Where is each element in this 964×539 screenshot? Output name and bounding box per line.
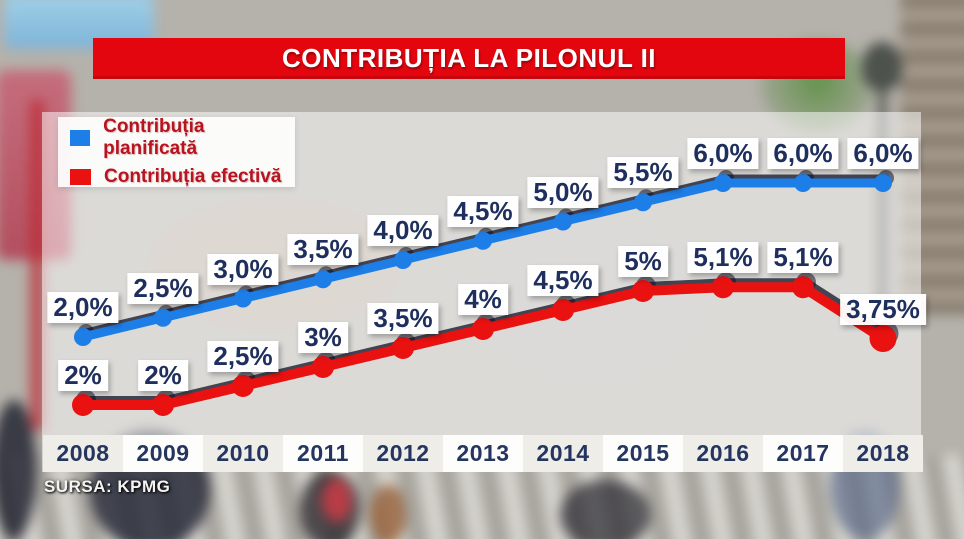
data-point-2013 [474, 231, 492, 250]
actual-series-swatch [70, 169, 91, 185]
title-banner: CONTRIBUȚIA LA PILONUL II [93, 38, 845, 79]
data-point-2017 [792, 276, 814, 299]
value-label-actual-2013: 4% [458, 284, 508, 315]
year-label-2008: 2008 [43, 435, 123, 472]
value-label-actual-2008: 2% [58, 360, 108, 391]
planned-series-swatch [70, 130, 91, 146]
data-point-2010 [234, 289, 252, 308]
data-point-2015 [632, 280, 654, 302]
value-label-planned-2011: 3,5% [287, 234, 359, 266]
year-label-2012: 2012 [363, 435, 443, 472]
value-label-planned-2010: 3,0% [207, 253, 279, 285]
year-label-2016: 2016 [683, 435, 763, 472]
value-label-actual-2010: 2,5% [207, 341, 279, 372]
bg-street-lamp [862, 42, 902, 90]
data-point-2011 [314, 270, 332, 289]
value-label-planned-2009: 2,5% [127, 272, 199, 304]
data-point-2018 [874, 174, 892, 192]
data-point-2017 [794, 174, 812, 192]
value-label-actual-2012: 3,5% [367, 303, 439, 334]
year-label-2018: 2018 [843, 435, 923, 472]
data-point-2013 [472, 318, 494, 340]
x-axis: 2008 2009 2010 2011 2012 2013 2014 2015 2016 2017… [43, 435, 923, 472]
legend-item-planned: Contribuția planificată [70, 116, 295, 160]
bg-pedestrian [0, 400, 36, 539]
data-point-2008 [74, 328, 92, 346]
data-point-2008 [72, 394, 94, 416]
value-label-actual-2009: 2% [138, 360, 188, 391]
data-point-2009 [154, 308, 172, 327]
value-label-planned-2013: 4,5% [447, 195, 519, 227]
year-label-2009: 2009 [123, 435, 203, 472]
year-label-2010: 2010 [203, 435, 283, 472]
data-point-2016 [714, 174, 732, 192]
data-point-2016 [712, 276, 734, 299]
value-label-actual-2017: 5,1% [767, 242, 839, 274]
value-label-planned-2012: 4,0% [367, 215, 439, 246]
bg-pedestrian [370, 485, 406, 539]
value-label-planned-2015: 5,5% [607, 157, 679, 189]
legend: Contribuția planificată Contribuția efec… [58, 116, 295, 188]
legend-label-actual: Contribuția efectivă [104, 166, 282, 187]
value-label-actual-2014: 4,5% [527, 265, 599, 296]
legend-label-planned: Contribuția planificată [103, 116, 205, 159]
data-point-2014 [554, 212, 572, 231]
value-label-planned-2016: 6,0% [687, 138, 759, 169]
year-label-2017: 2017 [763, 435, 843, 472]
value-label-planned-2008: 2,0% [47, 292, 119, 323]
value-label-actual-2016: 5,1% [687, 242, 759, 274]
year-label-2011: 2011 [283, 435, 363, 472]
value-label-actual-2018: 3,75% [840, 293, 926, 325]
page-title: CONTRIBUȚIA LA PILONUL II [281, 43, 657, 73]
data-point-2018 [869, 325, 897, 352]
value-label-planned-2018: 6,0% [847, 138, 919, 169]
year-label-2013: 2013 [443, 435, 523, 472]
bg-pedestrian [560, 480, 650, 539]
year-label-2014: 2014 [523, 435, 603, 472]
data-point-2014 [552, 299, 574, 321]
year-label-2015: 2015 [603, 435, 683, 472]
data-point-2009 [152, 394, 174, 416]
data-point-2010 [232, 375, 254, 397]
source-credit: SURSA: KPMG [44, 477, 171, 496]
value-label-planned-2014: 5,0% [527, 176, 599, 208]
data-point-2012 [392, 337, 414, 359]
value-label-planned-2017: 6,0% [767, 138, 839, 169]
data-point-2015 [634, 193, 652, 212]
legend-item-actual: Contribuția efectivă [70, 166, 295, 188]
bg-pedestrian [322, 478, 352, 522]
value-label-actual-2011: 3% [298, 322, 348, 353]
data-point-2011 [312, 356, 334, 378]
value-label-actual-2015: 5% [618, 246, 668, 277]
data-point-2012 [394, 251, 412, 269]
bg-red-pole [30, 100, 44, 430]
